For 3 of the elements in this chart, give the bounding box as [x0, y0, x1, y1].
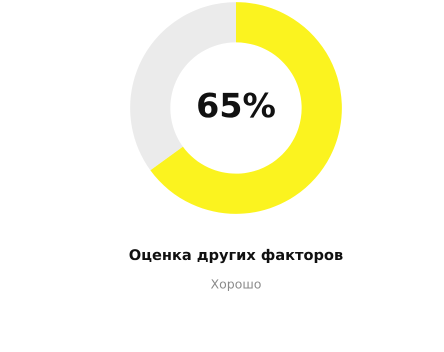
text: Оценка других факторов	[130, 248, 343, 264]
text: 65%	[198, 92, 275, 118]
text: Хорошо	[210, 279, 261, 292]
